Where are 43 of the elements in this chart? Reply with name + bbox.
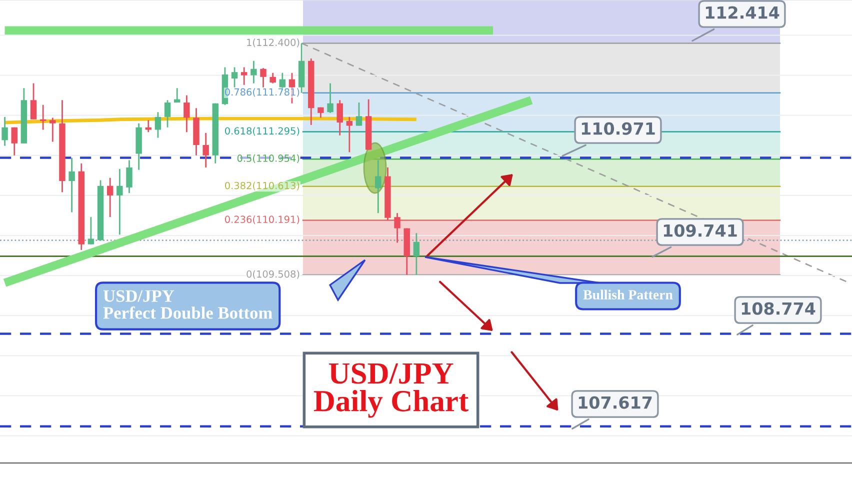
- candlestick: [126, 160, 132, 194]
- candlestick: [50, 117, 56, 142]
- ref-line-label: 0(109.508): [246, 270, 300, 279]
- candlestick: [327, 82, 334, 114]
- annotation: USD/JPY Perfect Double Bottom: [103, 290, 272, 319]
- candlestick: [106, 177, 114, 218]
- ref-line-label: 109.741: [664, 224, 737, 237]
- candlestick: [68, 157, 75, 213]
- ref-line-label: 0.5(110.954): [237, 154, 300, 164]
- candlestick: [260, 67, 266, 88]
- ref-line-label: 0.236(110.191): [225, 216, 300, 224]
- candlestick: [40, 104, 46, 130]
- candlestick: [174, 87, 180, 104]
- candlestick: [394, 212, 400, 244]
- candlestick: [11, 126, 18, 156]
- candlestick: [241, 66, 248, 86]
- ref-line-label: 0.618(111.295): [225, 127, 300, 136]
- ref-line-label: 0.786(111.781): [225, 88, 300, 97]
- candlestick: [164, 99, 171, 128]
- candlestick: [250, 60, 257, 84]
- candlestick: [413, 232, 420, 276]
- candlestick: [336, 99, 343, 136]
- candlestick: [231, 66, 238, 88]
- candlestick: [116, 168, 123, 236]
- candlestick: [270, 72, 276, 84]
- candlestick: [145, 119, 152, 133]
- candlestick: [346, 116, 353, 153]
- annotation: 112.414: [706, 6, 780, 19]
- candlestick: [375, 160, 382, 214]
- ref-line-label: 108.774: [742, 302, 816, 315]
- candlestick: [2, 116, 8, 146]
- candlestick: [88, 216, 94, 246]
- ref-line-label: 1(112.400): [247, 38, 300, 48]
- ref-line-label: 110.971: [582, 122, 655, 135]
- candlestick: [202, 132, 209, 168]
- ref-line-label: 107.617: [578, 396, 652, 409]
- annotation: Bullish Pattern: [583, 290, 673, 300]
- ref-line-label: 0.382(110.613): [225, 182, 300, 190]
- candlestick: [30, 82, 37, 120]
- candlestick: [356, 102, 362, 126]
- candlestick: [154, 111, 162, 138]
- candlestick: [184, 94, 190, 133]
- text: USD/JPY Daily Chart: [314, 363, 469, 418]
